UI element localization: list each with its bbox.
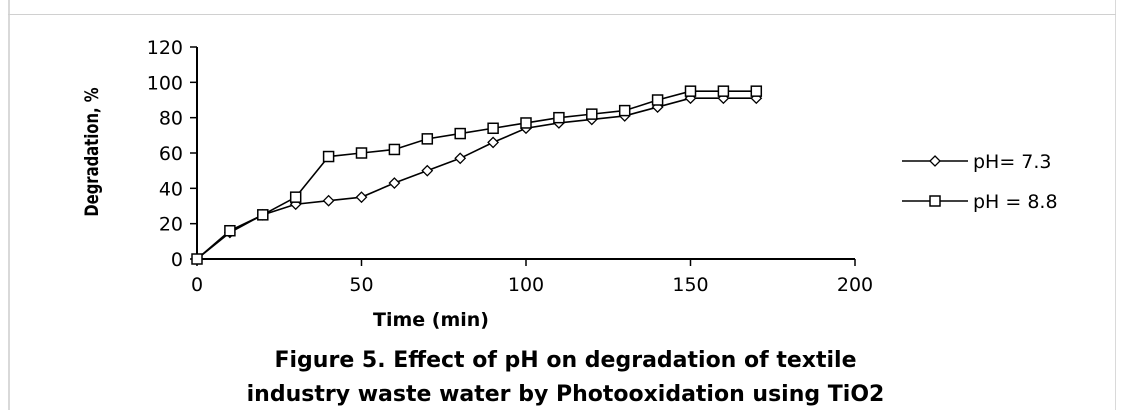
figure-caption: Figure 5. Effect of pH on degradation of… (0, 344, 1131, 412)
y-tick-label: 100 (147, 72, 183, 94)
data-point (487, 136, 500, 149)
y-tick-labels: 0 20 40 60 80 100 120 (147, 37, 183, 271)
data-point (388, 143, 401, 156)
data-point (618, 104, 631, 117)
y-tick-label: 120 (147, 37, 183, 59)
data-point (586, 108, 598, 120)
y-tick-label: 60 (159, 143, 183, 165)
square-marker-icon (929, 195, 941, 207)
series-group (191, 85, 763, 265)
chart-axes (190, 46, 856, 266)
data-point (717, 85, 730, 97)
data-point (520, 117, 532, 129)
data-point (322, 150, 335, 163)
x-tick-label: 50 (349, 274, 373, 296)
legend-item: pH= 7.3 (902, 151, 1052, 173)
data-point (191, 253, 203, 265)
series-1 (191, 92, 763, 265)
x-tick-label: 0 (191, 274, 203, 296)
series-line (196, 90, 757, 260)
data-point (322, 194, 335, 207)
y-tick-label: 20 (159, 214, 183, 236)
data-point (651, 94, 664, 106)
data-point (684, 85, 697, 97)
y-axis-label: Degradation, % (81, 87, 103, 216)
legend: pH= 7.3 pH = 8.8 (902, 151, 1058, 213)
data-point (750, 85, 763, 97)
legend-label: pH= 7.3 (973, 151, 1052, 173)
caption-line-1: Figure 5. Effect of pH on degradation of… (274, 348, 857, 373)
legend-label: pH = 8.8 (973, 191, 1058, 213)
frame-top-border (8, 14, 1116, 15)
data-point (421, 133, 434, 145)
line-chart: 0 20 40 60 80 100 120 0 50 100 150 200 Degradation… (81, 37, 1058, 331)
data-point (224, 224, 236, 237)
y-tick-label: 0 (171, 249, 183, 271)
data-point (553, 111, 565, 124)
figure-frame (8, 0, 1116, 410)
x-tick-label: 200 (837, 274, 873, 296)
data-point (355, 147, 368, 159)
y-tick-label: 80 (159, 108, 183, 130)
x-tick-label: 150 (672, 274, 708, 296)
x-tick-label: 100 (508, 274, 544, 296)
data-point (454, 127, 466, 140)
data-point (454, 152, 467, 165)
diamond-marker-icon (929, 155, 941, 167)
data-point (355, 191, 368, 204)
data-point (388, 177, 401, 189)
x-tick-labels: 0 50 100 150 200 (191, 274, 873, 296)
data-point (257, 209, 269, 221)
data-point (421, 164, 434, 177)
series-2 (191, 85, 763, 265)
caption-line-2: industry waste water by Photooxidation u… (246, 382, 885, 407)
data-point (487, 122, 499, 135)
data-point (289, 191, 302, 203)
x-axis-label: Time (min) (373, 309, 489, 331)
y-tick-label: 40 (159, 178, 183, 200)
legend-item: pH = 8.8 (902, 191, 1058, 213)
series-line (196, 97, 757, 260)
